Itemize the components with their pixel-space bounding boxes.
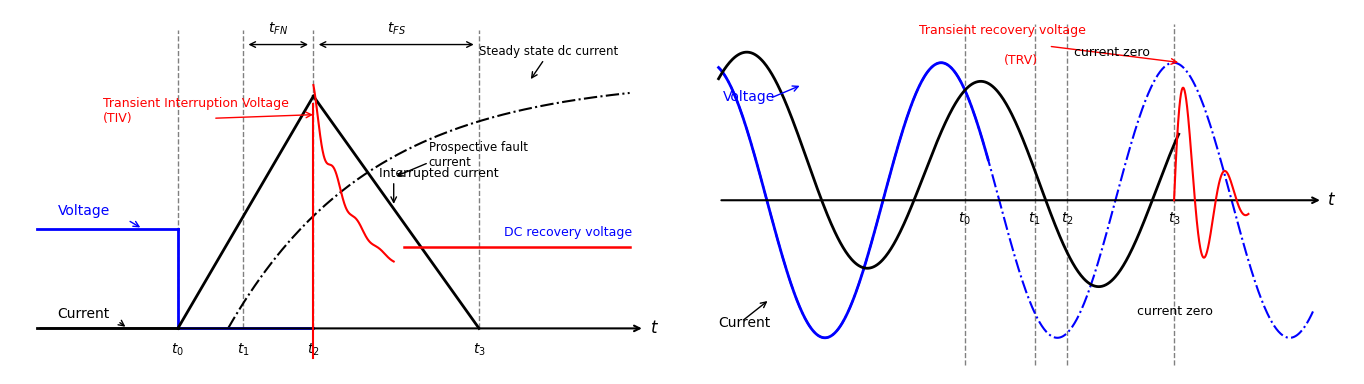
Text: Transient recovery voltage: Transient recovery voltage (918, 24, 1086, 37)
Text: $t$: $t$ (1327, 191, 1337, 209)
Text: $t_1$: $t_1$ (1028, 210, 1041, 227)
Text: $t_3$: $t_3$ (1168, 210, 1180, 227)
Text: $t_{FN}$: $t_{FN}$ (269, 21, 288, 37)
Text: $t_{FS}$: $t_{FS}$ (387, 21, 405, 37)
Text: $t_0$: $t_0$ (959, 210, 971, 227)
Text: Steady state dc current: Steady state dc current (479, 45, 618, 58)
Text: current zero: current zero (1073, 46, 1150, 59)
Text: Transient Interruption Voltage
(TIV): Transient Interruption Voltage (TIV) (102, 97, 288, 125)
Text: DC recovery voltage: DC recovery voltage (505, 226, 633, 239)
Text: $t$: $t$ (649, 319, 659, 338)
Text: Interrupted current: Interrupted current (379, 167, 498, 180)
Text: current zero: current zero (1136, 305, 1213, 318)
Text: $t_1$: $t_1$ (237, 342, 250, 358)
Text: $t_3$: $t_3$ (473, 342, 486, 358)
Text: Prospective fault
current: Prospective fault current (428, 141, 528, 169)
Text: $t_2$: $t_2$ (307, 342, 319, 358)
Text: (TRV): (TRV) (1004, 55, 1038, 68)
Text: Voltage: Voltage (723, 90, 776, 104)
Text: Voltage: Voltage (57, 204, 109, 218)
Text: $t_2$: $t_2$ (1061, 210, 1073, 227)
Text: Current: Current (57, 307, 109, 321)
Text: $t_0$: $t_0$ (172, 342, 184, 358)
Text: Current: Current (719, 316, 771, 330)
